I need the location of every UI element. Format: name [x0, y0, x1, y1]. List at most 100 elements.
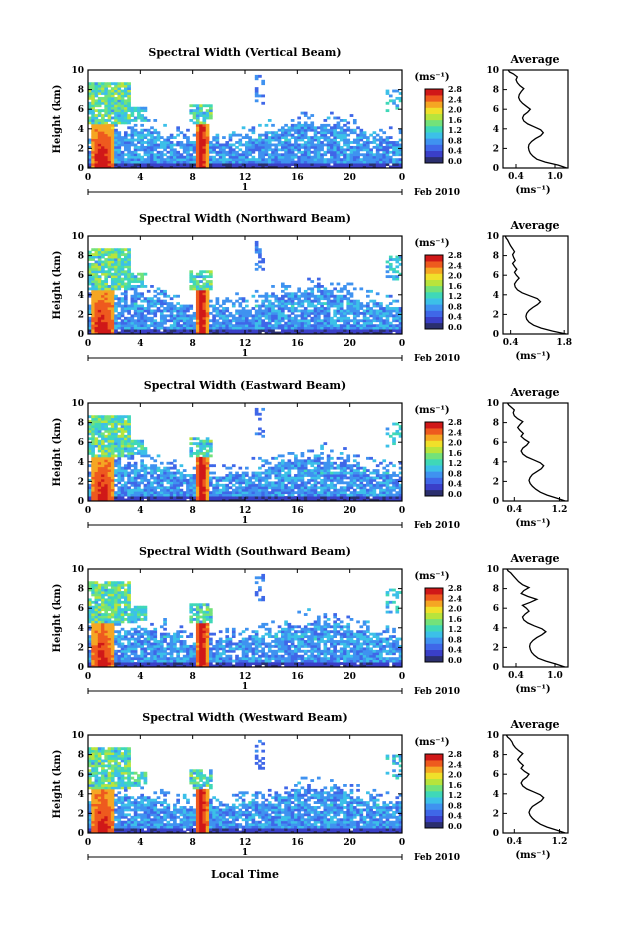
heatmap-cell: [290, 128, 295, 132]
heatmap-cell: [258, 481, 262, 485]
heatmap-cell: [280, 461, 285, 465]
heatmap-cell: [375, 329, 380, 332]
heatmap-cell: [94, 415, 99, 419]
heatmap-cell: [251, 326, 256, 330]
heatmap-cell: [294, 498, 298, 502]
heatmap-cell: [382, 474, 387, 477]
heatmap-cell: [159, 483, 164, 487]
heatmap-cell: [297, 165, 301, 169]
heatmap-cell: [199, 133, 203, 137]
heatmap-cell: [107, 119, 112, 122]
heatmap-cell: [107, 133, 112, 137]
heatmap-cell: [189, 285, 194, 288]
heatmap-cell: [316, 307, 321, 310]
heatmap-cell: [137, 136, 141, 139]
heatmap-cell: [261, 79, 266, 83]
heatmap-cell: [104, 160, 109, 164]
heatmap-cell: [274, 316, 279, 320]
heatmap-cell: [235, 471, 239, 475]
heatmap-cell: [137, 476, 141, 480]
heatmap-cell: [251, 474, 256, 477]
heatmap-cell: [316, 299, 321, 303]
heatmap-cell: [199, 329, 203, 332]
heatmap-cell: [231, 316, 236, 320]
heatmap-cell: [280, 133, 285, 137]
heatmap-cell: [254, 319, 259, 323]
heatmap-cell: [343, 474, 347, 477]
heatmap-cell: [137, 316, 141, 320]
heatmap-cell: [222, 165, 226, 169]
heatmap-cell: [202, 444, 207, 448]
heatmap-cell: [375, 316, 380, 320]
heatmap-cell: [94, 425, 99, 428]
heatmap-cell: [313, 456, 318, 460]
heatmap-cell: [339, 488, 344, 492]
heatmap-cell: [97, 297, 102, 301]
heatmap-cell: [189, 280, 194, 283]
heatmap-cell: [362, 153, 367, 157]
heatmap-cell: [192, 452, 197, 455]
heatmap-cell: [359, 304, 364, 308]
heatmap-cell: [297, 326, 301, 330]
heatmap-cell: [346, 459, 351, 463]
heatmap-cell: [195, 491, 200, 495]
heatmap-cell: [326, 461, 331, 465]
heatmap-cell: [199, 128, 203, 132]
heatmap-cell: [123, 109, 128, 113]
heatmap-cell: [271, 466, 275, 470]
heatmap-cell: [117, 270, 122, 274]
heatmap-cell: [199, 478, 203, 482]
heatmap-cell: [195, 496, 200, 499]
heatmap-cell: [159, 309, 164, 313]
heatmap-cell: [392, 99, 396, 103]
heatmap-cell: [287, 478, 292, 482]
heatmap-cell: [189, 104, 194, 108]
heatmap-cell: [117, 160, 122, 164]
heatmap-cell: [385, 304, 390, 308]
heatmap-cell: [310, 160, 315, 164]
heatmap-cell: [94, 255, 99, 259]
heatmap-cell: [143, 469, 148, 472]
heatmap-cell: [146, 165, 151, 169]
heatmap-cell: [110, 488, 115, 492]
heatmap-cell: [94, 270, 99, 274]
heatmap-cell: [303, 321, 308, 325]
heatmap-cell: [114, 420, 118, 423]
heatmap-cell: [156, 496, 161, 499]
heatmap-cell: [258, 163, 262, 166]
heatmap-cell: [209, 483, 213, 487]
heatmap-cell: [97, 425, 102, 428]
heatmap-cell: [189, 277, 194, 281]
heatmap-cell: [186, 153, 190, 157]
heatmap-cell: [182, 314, 187, 318]
heatmap-cell: [254, 87, 259, 90]
heatmap-cell: [294, 292, 298, 296]
heatmap-cell: [323, 326, 328, 330]
heatmap-cell: [245, 148, 249, 152]
heatmap-cell: [205, 452, 210, 455]
colorbar-tick-label: 0.8: [448, 135, 462, 145]
heatmap-cell: [199, 160, 203, 164]
heatmap-cell: [379, 491, 383, 495]
heatmap-cell: [97, 99, 102, 103]
heatmap-cell: [369, 456, 373, 460]
heatmap-cell: [241, 150, 246, 154]
heatmap-cell: [199, 158, 203, 162]
heatmap-cell: [199, 476, 203, 480]
heatmap-cell: [110, 101, 115, 105]
heatmap-cell: [343, 461, 347, 465]
heatmap-cell: [169, 478, 174, 482]
heatmap-cell: [199, 447, 203, 450]
heatmap-cell: [366, 158, 370, 162]
heatmap-cell: [205, 160, 210, 164]
heatmap-cell: [195, 158, 200, 162]
heatmap-cell: [169, 309, 174, 313]
heatmap-cell: [326, 314, 331, 318]
heatmap-cell: [88, 106, 92, 110]
heatmap-cell: [94, 437, 99, 441]
heatmap-cell: [114, 442, 118, 446]
heatmap-cell: [392, 309, 396, 313]
heatmap-cell: [258, 314, 262, 318]
heatmap-cell: [120, 324, 125, 328]
heatmap-cell: [117, 150, 122, 154]
